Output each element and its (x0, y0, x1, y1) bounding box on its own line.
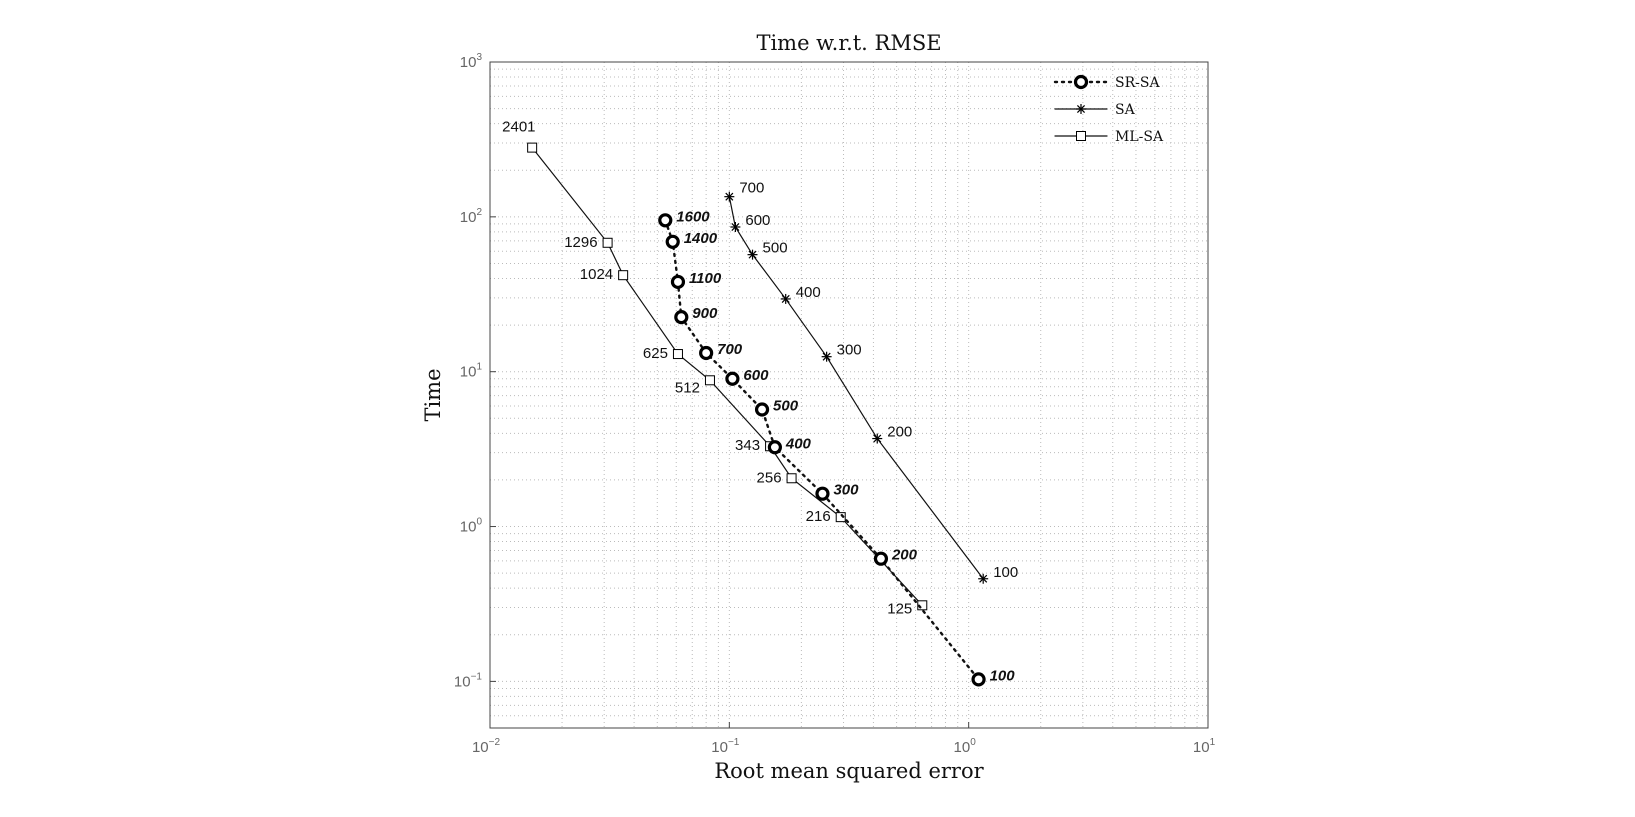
y-axis-label: Time (421, 368, 445, 421)
data-point-ml-sa (602, 237, 613, 248)
data-point-sr-sa (665, 234, 680, 249)
data-point-sr-sa (754, 402, 770, 417)
data-label-sa: 600 (745, 212, 770, 229)
x-tick-label: 10−1 (711, 737, 740, 756)
legend-entry-sr-sa: SR-SA (1053, 74, 1160, 91)
data-label-ml-sa: 343 (735, 437, 760, 454)
data-point-ml-sa (618, 270, 629, 281)
data-point-ml-sa (672, 349, 683, 360)
data-point-ml-sa (917, 600, 928, 611)
data-point-ml-sa (704, 375, 715, 386)
data-label-sr-sa: 200 (891, 547, 918, 564)
data-point-ml-sa (786, 473, 797, 484)
data-point-sr-sa (815, 486, 830, 501)
data-point-sa (821, 351, 832, 362)
y-tick-label: 10−1 (454, 671, 483, 690)
data-point-sr-sa (658, 213, 673, 228)
data-label-ml-sa: 512 (675, 379, 700, 396)
data-label-ml-sa: 216 (806, 508, 831, 525)
legend-marker (1073, 74, 1089, 90)
chart-title: Time w.r.t. RMSE (756, 31, 941, 55)
data-label-sa: 500 (763, 240, 788, 257)
data-label-sr-sa: 600 (743, 367, 769, 384)
data-point-sr-sa (725, 371, 740, 386)
data-point-sr-sa (674, 310, 689, 325)
data-label-sr-sa: 1400 (684, 230, 718, 247)
x-tick-label: 100 (954, 737, 977, 756)
data-label-sa: 300 (837, 342, 862, 359)
data-point-sa (978, 573, 989, 584)
data-label-ml-sa: 1296 (564, 234, 597, 251)
data-label-sr-sa: 100 (990, 667, 1016, 684)
x-tick-label: 101 (1193, 737, 1216, 756)
legend-entry-sa: SA (1054, 102, 1136, 118)
legend-entry-ml-sa: ML-SA (1054, 129, 1164, 145)
series-layer: 2401129610246255123432562161257006005004… (502, 119, 1018, 687)
data-point-sr-sa (699, 345, 714, 361)
data-point-sa (724, 191, 735, 202)
data-point-ml-sa (527, 142, 538, 153)
data-label-sr-sa: 900 (692, 305, 718, 322)
data-label-sr-sa: 300 (833, 482, 859, 499)
y-tick-label: 101 (460, 362, 483, 381)
data-label-sr-sa: 1100 (689, 270, 722, 287)
y-tick-label: 102 (460, 207, 483, 226)
data-label-sr-sa: 1600 (676, 208, 710, 225)
data-label-sa: 200 (887, 424, 912, 441)
data-label-ml-sa: 256 (757, 469, 782, 486)
series-line-sr-sa (664, 219, 980, 681)
data-label-ml-sa: 125 (887, 600, 912, 617)
data-label-sa: 100 (993, 564, 1018, 581)
data-label-sr-sa: 700 (717, 341, 743, 358)
legend-marker (1076, 131, 1086, 141)
y-tick-label: 100 (460, 517, 483, 536)
data-label-sr-sa: 400 (785, 435, 812, 452)
data-label-sr-sa: 500 (773, 397, 799, 414)
data-point-sr-sa (670, 274, 686, 290)
data-point-sr-sa (873, 551, 889, 566)
data-label-ml-sa: 2401 (502, 119, 535, 136)
series-ml-sa: 2401 1296 1024 625 512 343 256 216 125 (502, 119, 928, 617)
data-point-sa (730, 221, 741, 232)
data-point-sr-sa (971, 672, 986, 687)
y-tick-label: 103 (460, 52, 483, 71)
axis-ticks: 10−2 10−1 100 101 10−1 100 101 102 103 (454, 52, 1216, 756)
data-label-sa: 400 (796, 284, 821, 301)
plot-frame (489, 61, 1209, 729)
data-label-ml-sa: 625 (643, 345, 668, 362)
legend-label: ML-SA (1115, 129, 1164, 145)
grid (489, 62, 1208, 729)
legend-marker (1076, 104, 1086, 114)
data-point-sa (747, 249, 758, 260)
legend: SR-SA SA ML-SA (1053, 74, 1164, 145)
data-label-sa: 700 (739, 180, 764, 197)
legend-label: SR-SA (1115, 75, 1160, 91)
data-point-ml-sa (835, 512, 846, 523)
data-label-ml-sa: 1024 (580, 266, 613, 283)
data-point-sa (780, 293, 791, 304)
data-point-sr-sa (767, 440, 782, 455)
x-axis-label: Root mean squared error (714, 759, 984, 783)
x-tick-label: 10−2 (472, 737, 501, 756)
legend-label: SA (1115, 102, 1136, 118)
data-point-sa (872, 433, 883, 444)
